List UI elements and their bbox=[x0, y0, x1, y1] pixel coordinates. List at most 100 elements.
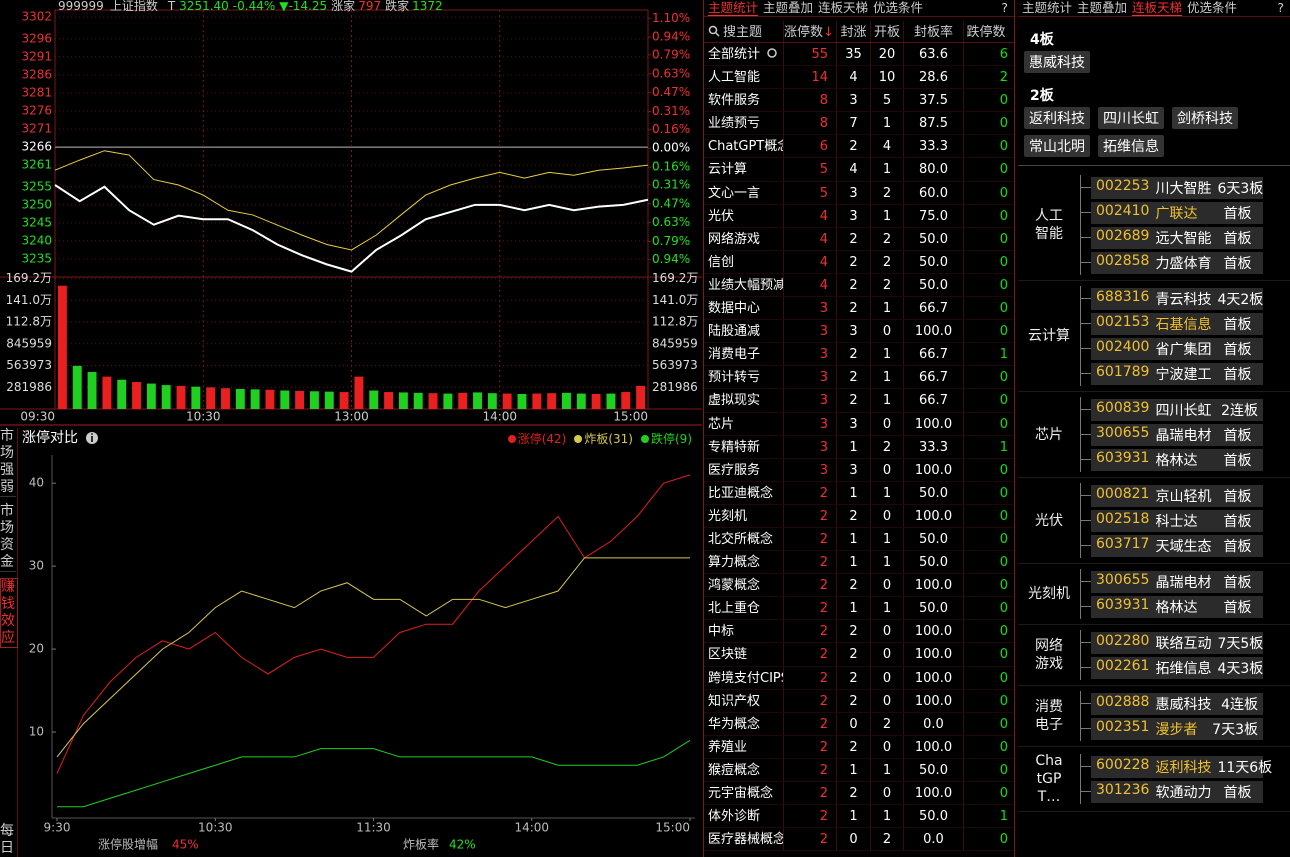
volume-tick-label: 169.2万 bbox=[652, 271, 698, 285]
table-row[interactable]: ChatGPT概念 6 2 4 33.3 0 bbox=[704, 135, 1014, 159]
stock-chip[interactable]: 返利科技 bbox=[1024, 107, 1090, 129]
side-tab[interactable]: 市场强弱 bbox=[0, 428, 16, 497]
stock-chip[interactable]: 300655 晶瑞电材 首板 bbox=[1091, 423, 1263, 446]
stock-chip[interactable]: 603717 天域生态 首板 bbox=[1091, 534, 1263, 557]
stock-chip[interactable]: 剑桥科技 bbox=[1172, 107, 1238, 129]
table-row[interactable]: 猴痘概念 2 1 1 50.0 0 bbox=[704, 758, 1014, 782]
volume-bar bbox=[176, 385, 186, 409]
table-row[interactable]: 光刻机 2 2 0 100.0 0 bbox=[704, 504, 1014, 528]
table-row[interactable]: 虚拟现实 3 2 1 66.7 0 bbox=[704, 389, 1014, 413]
table-row[interactable]: 业绩大幅预减 4 2 2 50.0 0 bbox=[704, 273, 1014, 298]
refresh-icon[interactable] bbox=[766, 47, 780, 59]
table-row[interactable]: 软件服务 8 3 5 37.5 0 bbox=[704, 89, 1014, 113]
column-header[interactable]: 涨停数↓ bbox=[784, 21, 837, 42]
table-row[interactable]: 区块链 2 2 0 100.0 0 bbox=[704, 643, 1014, 667]
stock-chip[interactable]: 002153 石基信息 首板 bbox=[1091, 312, 1263, 335]
table-row[interactable]: 芯片 3 3 0 100.0 0 bbox=[704, 412, 1014, 436]
stock-chip[interactable]: 688316 青云科技 4天2板 bbox=[1091, 287, 1263, 310]
tab[interactable]: 主题叠加 bbox=[763, 0, 814, 15]
stock-chip[interactable]: 002280 联络互动 7天5板 bbox=[1091, 631, 1263, 654]
table-row[interactable]: 全部统计 55 35 20 63.6 6 bbox=[704, 43, 1014, 67]
table-row[interactable]: 光伏 4 3 1 75.0 0 bbox=[704, 204, 1014, 228]
table-cell: 10 bbox=[871, 66, 904, 89]
stock-chip[interactable]: 002858 力盛体育 首板 bbox=[1091, 251, 1263, 274]
stock-chip[interactable]: 000821 京山轻机 首板 bbox=[1091, 484, 1263, 507]
table-row[interactable]: 数据中心 3 2 1 66.7 0 bbox=[704, 297, 1014, 321]
side-tab[interactable]: 市场资金 bbox=[0, 503, 16, 572]
stock-chip[interactable]: 600839 四川长虹 2连板 bbox=[1091, 398, 1263, 421]
column-label: 封板率 bbox=[913, 25, 953, 40]
tab[interactable]: 优选条件 bbox=[873, 0, 924, 15]
volume-bar bbox=[398, 392, 408, 409]
table-row[interactable]: 业绩预亏 8 7 1 87.5 0 bbox=[704, 112, 1014, 136]
group-label: 网络游戏 bbox=[1018, 637, 1080, 673]
stock-chip[interactable]: 002400 省广集团 首板 bbox=[1091, 337, 1263, 360]
stock-chip[interactable]: 002261 拓维信息 4天3板 bbox=[1091, 656, 1263, 679]
stock-chip[interactable]: 四川长虹 bbox=[1098, 107, 1164, 129]
table-row[interactable]: 养殖业 2 2 0 100.0 0 bbox=[704, 735, 1014, 759]
volume-tick-label: 281986 bbox=[652, 380, 698, 394]
tab[interactable]: ? bbox=[1277, 0, 1284, 15]
tab[interactable]: ? bbox=[1001, 0, 1008, 15]
table-row[interactable]: 华为概念 2 0 2 0.0 0 bbox=[704, 712, 1014, 736]
tab[interactable]: 主题叠加 bbox=[1077, 0, 1128, 15]
table-row[interactable]: 跨境支付CIPS 2 2 0 100.0 0 bbox=[704, 666, 1014, 690]
table-row[interactable]: 比亚迪概念 2 1 1 50.0 0 bbox=[704, 481, 1014, 505]
column-header[interactable]: 封涨 bbox=[837, 21, 871, 42]
table-row[interactable]: 北交所概念 2 1 1 50.0 0 bbox=[704, 527, 1014, 552]
stock-row: 603717 天域生态 首板 bbox=[1081, 533, 1263, 558]
stock-chip[interactable]: 002410 广联达 首板 bbox=[1091, 201, 1263, 224]
stock-chip[interactable]: 常山北明 bbox=[1024, 135, 1090, 157]
table-row[interactable]: 医疗服务 3 3 0 100.0 0 bbox=[704, 458, 1014, 482]
legend-item[interactable]: 涨停(42) bbox=[507, 430, 566, 447]
tab[interactable]: 优选条件 bbox=[1187, 0, 1238, 15]
x-tick-label: 10:30 bbox=[186, 410, 221, 424]
column-header[interactable]: 搜主题 bbox=[704, 21, 784, 42]
volume-tick-label: 112.8万 bbox=[6, 315, 52, 329]
tab[interactable]: 连板天梯 bbox=[818, 0, 869, 15]
table-row[interactable]: 文心一言 5 3 2 60.0 0 bbox=[704, 181, 1014, 205]
stock-chip[interactable]: 603931 格林达 首板 bbox=[1091, 595, 1263, 618]
stock-chip[interactable]: 002253 川大智胜 6天3板 bbox=[1091, 176, 1263, 199]
table-row[interactable]: 中标 2 2 0 100.0 0 bbox=[704, 620, 1014, 644]
table-cell: 0 bbox=[871, 412, 904, 435]
stock-chip[interactable]: 002351 漫步者 7天3板 bbox=[1091, 717, 1263, 740]
table-row[interactable]: 人工智能 14 4 10 28.6 2 bbox=[704, 66, 1014, 90]
table-row[interactable]: 预计转亏 3 2 1 66.7 0 bbox=[704, 366, 1014, 390]
stock-chip[interactable]: 301236 软通动力 首板 bbox=[1091, 780, 1263, 803]
table-row[interactable]: 算力概念 2 1 1 50.0 0 bbox=[704, 551, 1014, 575]
tab[interactable]: 主题统计 bbox=[1022, 0, 1073, 15]
table-row[interactable]: 医疗器械概念 2 0 2 0.0 0 bbox=[704, 828, 1014, 852]
column-header[interactable]: 跌停数 bbox=[964, 21, 1014, 42]
stock-chip[interactable]: 惠威科技 bbox=[1024, 51, 1090, 73]
tab[interactable]: 主题统计 bbox=[708, 0, 759, 16]
stock-chip[interactable]: 拓维信息 bbox=[1098, 135, 1164, 157]
table-row[interactable]: 云计算 5 4 1 80.0 0 bbox=[704, 158, 1014, 182]
table-cell: 0 bbox=[999, 647, 1008, 663]
stock-chip[interactable]: 600228 返利科技 11天6板 bbox=[1091, 755, 1272, 778]
stock-name: 晶瑞电材 bbox=[1155, 574, 1212, 591]
table-row[interactable]: 网络游戏 4 2 2 50.0 0 bbox=[704, 227, 1014, 251]
stock-chip[interactable]: 002689 远大智能 首板 bbox=[1091, 226, 1263, 249]
stock-chip[interactable]: 002888 惠威科技 4连板 bbox=[1091, 692, 1263, 715]
table-row[interactable]: 消费电子 3 2 1 66.7 1 bbox=[704, 343, 1014, 367]
table-row[interactable]: 知识产权 2 2 0 100.0 0 bbox=[704, 689, 1014, 713]
table-row[interactable]: 专精特新 3 1 2 33.3 1 bbox=[704, 435, 1014, 459]
stock-chip[interactable]: 601789 宁波建工 首板 bbox=[1091, 362, 1263, 385]
side-tab[interactable]: 每日 bbox=[0, 823, 14, 856]
column-header[interactable]: 开板 bbox=[871, 21, 904, 42]
side-tab[interactable]: 赚钱效应 bbox=[0, 578, 18, 648]
stock-chip[interactable]: 002518 科士达 首板 bbox=[1091, 509, 1263, 532]
column-header[interactable]: 封板率 bbox=[904, 21, 964, 42]
legend-item[interactable]: 炸板(31) bbox=[574, 430, 633, 447]
table-row[interactable]: 体外诊断 2 1 1 50.0 1 bbox=[704, 805, 1014, 829]
tab[interactable]: 连板天梯 bbox=[1132, 0, 1183, 16]
table-row[interactable]: 陆股通减 3 3 0 100.0 0 bbox=[704, 320, 1014, 344]
stock-chip[interactable]: 300655 晶瑞电材 首板 bbox=[1091, 570, 1263, 593]
legend-item[interactable]: 跌停(9) bbox=[641, 430, 692, 447]
table-row[interactable]: 信创 4 2 2 50.0 0 bbox=[704, 250, 1014, 274]
table-row[interactable]: 鸿蒙概念 2 2 0 100.0 0 bbox=[704, 574, 1014, 598]
stock-chip[interactable]: 603931 格林达 首板 bbox=[1091, 448, 1263, 471]
table-row[interactable]: 元宇宙概念 2 2 0 100.0 0 bbox=[704, 782, 1014, 806]
table-row[interactable]: 北上重仓 2 1 1 50.0 0 bbox=[704, 597, 1014, 621]
